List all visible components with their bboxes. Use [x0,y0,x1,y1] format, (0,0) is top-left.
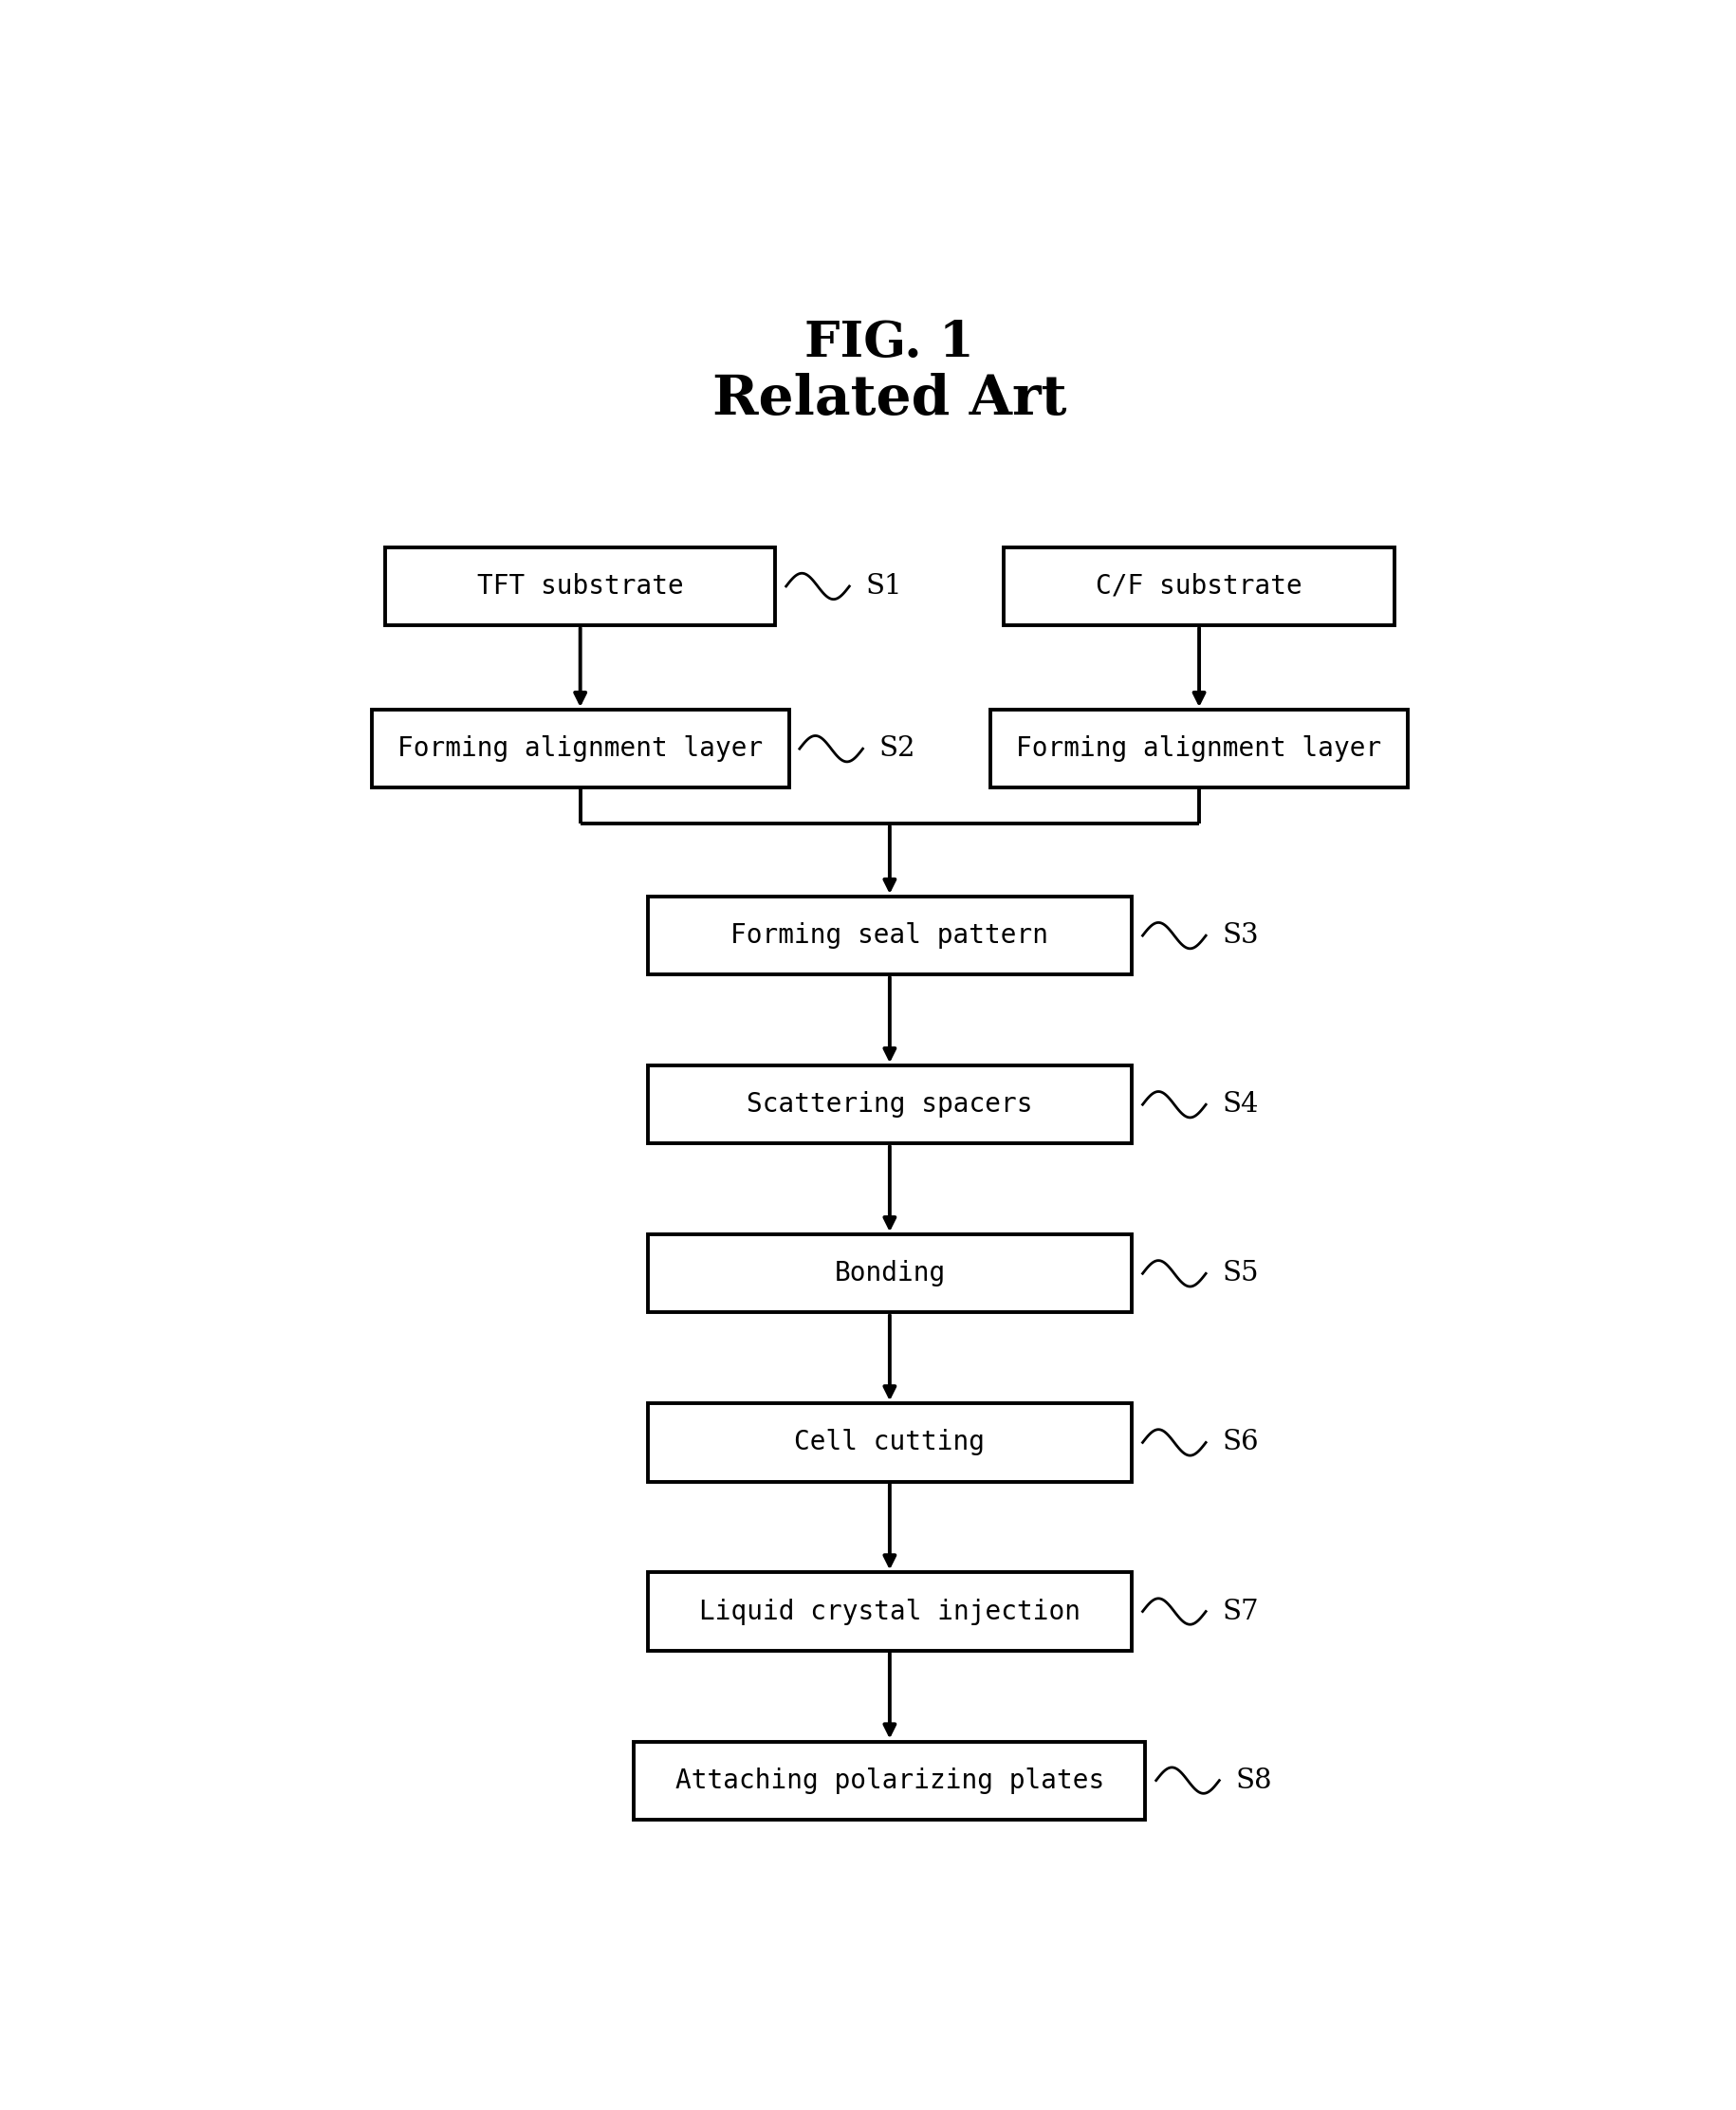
Bar [1003,546,1394,625]
Text: FIG. 1: FIG. 1 [806,319,974,367]
Bar [648,1066,1132,1144]
Text: C/F substrate: C/F substrate [1095,574,1302,599]
Bar [385,546,776,625]
Bar [648,1403,1132,1481]
Bar [648,1234,1132,1312]
Text: Bonding: Bonding [833,1260,946,1287]
Text: S6: S6 [1222,1428,1259,1456]
Text: Related Art: Related Art [712,373,1068,426]
Text: S3: S3 [1222,922,1259,950]
Bar [648,1572,1132,1650]
Text: S2: S2 [878,736,915,762]
Bar [991,709,1408,787]
Text: Scattering spacers: Scattering spacers [746,1091,1033,1118]
Text: S5: S5 [1222,1260,1259,1287]
Text: S8: S8 [1236,1768,1272,1794]
Text: Forming alignment layer: Forming alignment layer [398,736,764,762]
Bar [648,897,1132,975]
Text: S1: S1 [866,574,903,599]
Text: S7: S7 [1222,1597,1259,1625]
Text: Liquid crystal injection: Liquid crystal injection [700,1597,1080,1625]
Text: Cell cutting: Cell cutting [795,1428,984,1456]
Text: Forming alignment layer: Forming alignment layer [1016,736,1382,762]
Text: S4: S4 [1222,1091,1259,1118]
Text: Forming seal pattern: Forming seal pattern [731,922,1049,950]
Bar [634,1741,1146,1819]
Text: TFT substrate: TFT substrate [477,574,684,599]
Text: Attaching polarizing plates: Attaching polarizing plates [675,1768,1104,1794]
Bar [372,709,788,787]
